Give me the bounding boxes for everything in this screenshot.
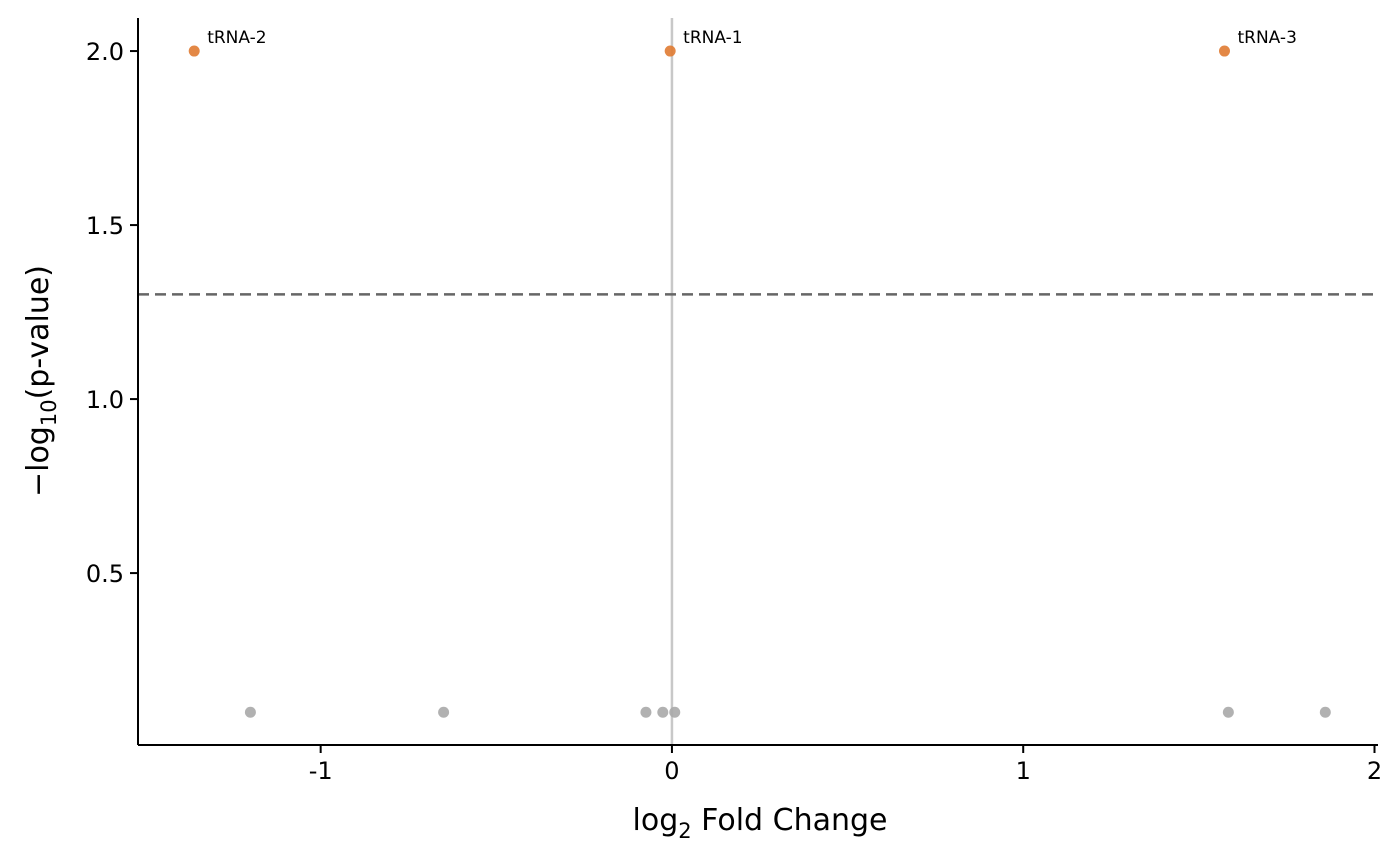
data-point-not-significant [669,706,681,718]
data-point-not-significant [1319,706,1331,718]
y-tick-label: 0.5 [86,560,124,588]
data-point-significant [188,45,200,57]
x-tick-label: 0 [664,757,679,785]
plot-area: tRNA-2 tRNA-1 tRNA-3 [138,18,1378,745]
x-tick-label: 2 [1367,757,1382,785]
y-axis-label: −log10(p-value) [21,265,61,497]
data-point-not-significant [438,706,450,718]
data-point-not-significant [657,706,669,718]
data-point-not-significant [640,706,652,718]
x-axis-label: log2 Fold Change [633,803,888,843]
y-tick-label: 2.0 [86,38,124,66]
data-point-not-significant [244,706,256,718]
point-label: tRNA-1 [683,28,742,48]
y-tick-label: 1.5 [86,212,124,240]
point-label: tRNA-3 [1237,28,1296,48]
data-point-significant [1218,45,1230,57]
point-label: tRNA-2 [207,28,266,48]
data-point-not-significant [1222,706,1234,718]
y-tick-label: 1.0 [86,386,124,414]
axis-ticks: -1 0 1 2 0.5 1.0 1.5 2.0 [86,38,1382,785]
x-tick-label: 1 [1016,757,1031,785]
data-point-significant [664,45,676,57]
x-tick-label: -1 [309,757,333,785]
